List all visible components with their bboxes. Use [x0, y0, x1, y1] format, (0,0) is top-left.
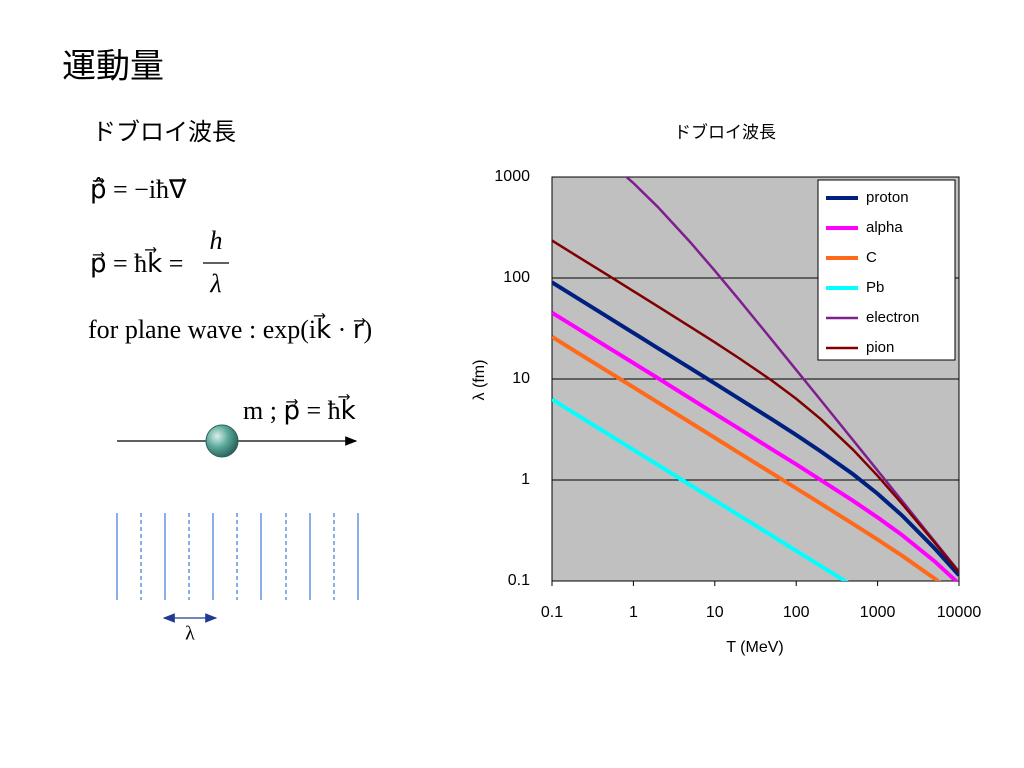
legend-label: Pb — [866, 279, 884, 296]
subtitle: ドブロイ波長 — [92, 118, 236, 146]
series-group — [552, 177, 959, 581]
y-axis-label: λ (fm) — [471, 360, 488, 401]
x-axis-label: T (MeV) — [726, 639, 783, 656]
plot-frame — [551, 176, 960, 582]
series-line — [552, 397, 849, 581]
chart-title: ドブロイ波長 — [674, 122, 776, 143]
legend-label: pion — [866, 339, 894, 356]
series-line — [552, 310, 959, 581]
slide-title: 運動量 — [62, 47, 164, 87]
legend-label: electron — [866, 309, 919, 326]
x-tick-label: 1000 — [860, 604, 896, 621]
legend-label: alpha — [866, 219, 903, 236]
particle — [205, 424, 239, 458]
series-line — [624, 177, 959, 573]
x-tick-label: 100 — [783, 604, 810, 621]
legend-label: C — [866, 249, 877, 266]
equation: p⃗ = ħk⃗ = — [90, 247, 183, 278]
y-tick-label: 0.1 — [508, 572, 530, 589]
fraction-denominator: λ — [209, 269, 221, 298]
y-tick-label: 1 — [521, 471, 530, 488]
series-line — [552, 239, 959, 574]
equation: for plane wave : exp(ik⃗ · r⃗) — [88, 313, 372, 344]
series-line — [552, 335, 942, 581]
equation: p̂⃗ = −iħ∇⃗ — [90, 175, 187, 204]
y-tick-label: 1000 — [494, 168, 530, 185]
particle-label: m ; p⃗ = ħk⃗ — [243, 394, 356, 425]
y-tick-label: 100 — [503, 269, 530, 286]
series-line — [552, 280, 959, 577]
x-tick-label: 10 — [706, 604, 724, 621]
y-tick-label: 10 — [512, 370, 530, 387]
wavefronts — [116, 513, 359, 600]
x-tick-label: 1 — [629, 604, 638, 621]
legend-label: proton — [866, 189, 909, 206]
x-tick-label: 0.1 — [541, 604, 563, 621]
wavelength-label: λ — [185, 623, 195, 645]
fraction-numerator: h — [210, 226, 223, 255]
x-tick-label: 10000 — [937, 604, 982, 621]
legend — [817, 179, 956, 361]
